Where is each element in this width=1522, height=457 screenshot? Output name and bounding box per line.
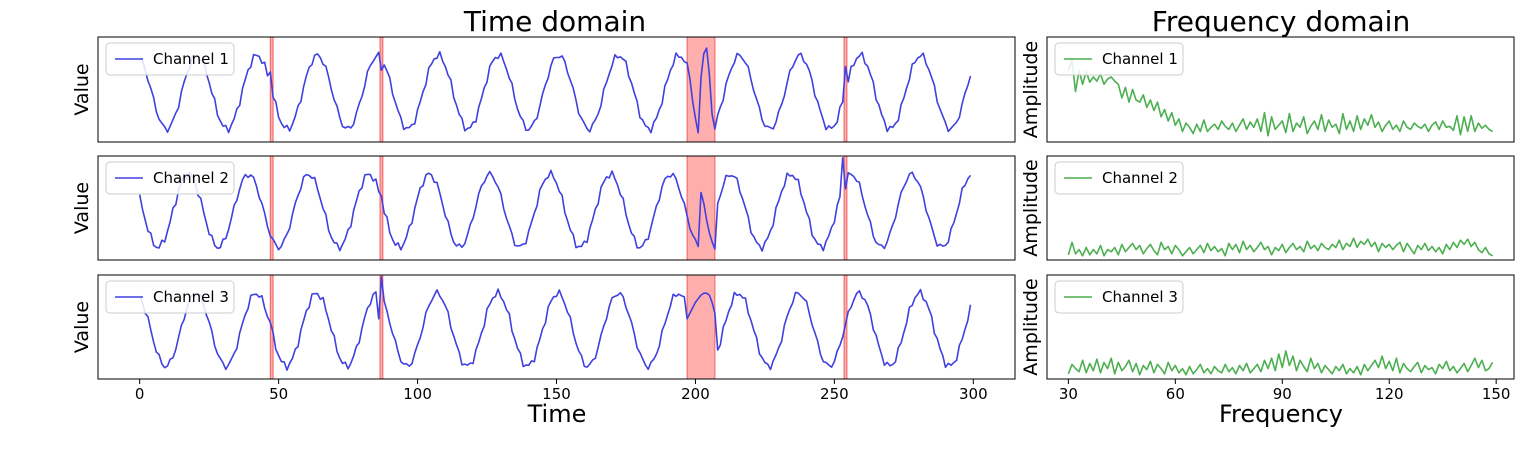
frequency-channel-3-y-axis-label: Amplitude — [1020, 278, 1042, 375]
frequency-channel-3-x-tick-label: 90 — [1273, 385, 1292, 403]
frequency-channel-1-axes-frame — [1046, 36, 1515, 143]
time-channel-3-panel: Channel 3 Value 0 50 100 150 200 250 300 — [71, 274, 1016, 403]
frequency-channel-1-panel: Channel 1 Amplitude — [1020, 36, 1515, 143]
time-channel-1-legend-label: Channel 1 — [153, 50, 229, 68]
time-channel-3-x-tick-label: 200 — [681, 385, 710, 403]
frequency-channel-3-x-tick-label: 60 — [1166, 385, 1185, 403]
frequency-channel-2-axes-frame — [1046, 155, 1515, 261]
time-channel-1-axes-background — [98, 37, 1015, 142]
time-channel-2-axes-frame — [97, 155, 1016, 261]
time-channel-3-x-tick-label: 250 — [820, 385, 849, 403]
time-channel-1-legend: Channel 1 — [105, 42, 235, 76]
frequency-channel-1-y-axis-label: Amplitude — [1020, 41, 1042, 138]
plot-area: Channel 1 Value Channel 2 Value Channel 3 Val… — [71, 36, 1515, 403]
time-channel-1-anomaly-region — [379, 36, 384, 143]
time-channel-3-x-tick-label: 300 — [959, 385, 988, 403]
time-channel-1-legend-box — [105, 42, 235, 76]
time-channel-3-axes-background — [98, 275, 1015, 379]
frequency-channel-3-legend-box — [1054, 280, 1184, 314]
time-channel-2-legend-box — [105, 161, 235, 195]
frequency-channel-3-x-tick-label: 120 — [1375, 385, 1404, 403]
frequency-channel-3-legend: Channel 3 — [1054, 280, 1184, 314]
time-channel-2-anomaly-region — [379, 155, 384, 261]
frequency-channel-3-legend-label: Channel 3 — [1102, 288, 1178, 306]
frequency-channel-2-legend: Channel 2 — [1054, 161, 1184, 195]
time-channel-3-legend-box — [105, 280, 235, 314]
time-channel-3-series-line — [138, 276, 972, 371]
frequency-channel-2-legend-box — [1054, 161, 1184, 195]
time-channel-3-anomaly-region — [686, 274, 716, 380]
frequency-x-axis-label: Frequency — [1219, 400, 1343, 428]
frequency-channel-3-panel: Channel 3 Amplitude 30 60 90 120 150 — [1020, 274, 1515, 403]
time-channel-2-panel: Channel 2 Value — [71, 155, 1016, 261]
time-channel-3-x-tick-label: 50 — [269, 385, 288, 403]
time-channel-1-anomaly-region — [843, 36, 848, 143]
frequency-domain-title: Frequency domain — [1152, 5, 1410, 38]
time-channel-2-y-axis-label: Value — [71, 182, 93, 234]
frequency-channel-1-legend-label: Channel 1 — [1102, 50, 1178, 68]
time-channel-1-y-axis-label: Value — [71, 63, 93, 115]
time-channel-3-x-tick-label: 150 — [542, 385, 571, 403]
frequency-channel-1-legend-box — [1054, 42, 1184, 76]
frequency-channel-2-panel: Channel 2 Amplitude — [1020, 155, 1515, 261]
time-domain-title: Time domain — [463, 5, 646, 38]
time-channel-3-legend-label: Channel 3 — [153, 288, 229, 306]
frequency-channel-1-legend: Channel 1 — [1054, 42, 1184, 76]
frequency-channel-2-y-axis-label: Amplitude — [1020, 159, 1042, 256]
frequency-channel-3-series-line — [1067, 350, 1494, 376]
time-channel-2-axes-background — [98, 156, 1015, 260]
time-channel-1-series-line — [139, 47, 972, 134]
frequency-channel-1-series-line — [1067, 59, 1494, 137]
time-x-axis-label: Time — [527, 400, 587, 428]
time-channel-2-legend-label: Channel 2 — [153, 169, 229, 187]
frequency-channel-2-legend-label: Channel 2 — [1102, 169, 1178, 187]
time-channel-3-x-tick-label: 0 — [135, 385, 145, 403]
time-channel-3-x-tick-label: 100 — [403, 385, 432, 403]
frequency-channel-2-series-line — [1067, 237, 1493, 257]
time-channel-3-y-axis-label: Value — [71, 301, 93, 353]
time-channel-1-panel: Channel 1 Value — [71, 36, 1016, 143]
frequency-channel-3-x-tick-label: 30 — [1059, 385, 1078, 403]
time-channel-2-legend: Channel 2 — [105, 161, 235, 195]
frequency-channel-3-x-tick-label: 150 — [1482, 385, 1511, 403]
time-channel-1-axes-frame — [97, 36, 1016, 143]
time-channel-2-series-line — [138, 157, 972, 252]
time-channel-3-legend: Channel 3 — [105, 280, 235, 314]
frequency-channel-3-axes-frame — [1046, 274, 1515, 380]
time-channel-2-anomaly-region — [269, 155, 274, 261]
